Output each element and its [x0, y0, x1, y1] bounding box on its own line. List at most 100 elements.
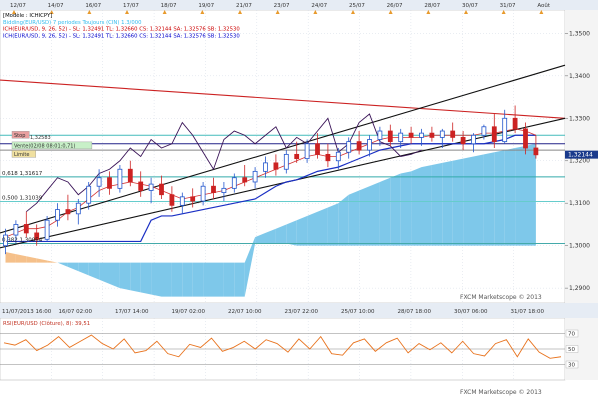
bearish-candle	[34, 232, 40, 240]
top-date-label: 14/07	[48, 3, 64, 9]
kumo-cloud-segment	[317, 207, 328, 246]
kumo-cloud-segment	[431, 162, 443, 246]
trend-line	[0, 79, 566, 119]
rsi-tick-box	[565, 345, 579, 353]
rsi-line	[3, 334, 562, 359]
top-date-label: 16/07	[85, 3, 101, 9]
bottom-date-label: 17/07 14:00	[115, 309, 149, 315]
kumo-cloud-segment	[348, 190, 360, 246]
bearish-candle	[315, 143, 320, 155]
bottom-date-label: 30/07 06:00	[454, 309, 488, 315]
event-marker-icon	[501, 10, 506, 14]
top-date-label: 21/07	[236, 3, 252, 9]
bullish-candle	[471, 134, 476, 145]
rsi-tick-box	[565, 329, 579, 338]
main-plot-area	[0, 9, 566, 304]
bullish-candle	[304, 143, 310, 160]
rsi-tick-box	[565, 360, 579, 369]
event-marker-icon	[12, 10, 16, 14]
rsi-legend-label: RSI(EUR/USD (Clôture), 8): 39,51	[3, 320, 90, 327]
kumo-cloud-segment	[88, 262, 100, 280]
top-date-label: 30/07	[462, 3, 478, 9]
bullish-candle	[13, 224, 19, 236]
kumo-cloud-segment	[255, 232, 266, 244]
bullish-candle	[398, 132, 404, 143]
bottom-date-label: 11/07/2013 16:00	[2, 309, 52, 315]
kumo-cloud-segment	[390, 173, 401, 246]
bottom-date-label: 25/07 10:00	[341, 309, 375, 315]
chikou-span-line	[26, 113, 422, 213]
top-date-label: 17/07	[123, 3, 139, 9]
bullish-candle	[419, 132, 424, 138]
bullish-candle	[346, 141, 352, 153]
event-marker-icon	[49, 10, 54, 14]
bullish-candle	[367, 139, 372, 151]
kumo-cloud-segment	[504, 148, 516, 246]
kumo-cloud-segment	[483, 152, 495, 246]
kumo-cloud-segment	[379, 177, 391, 246]
bullish-candle	[252, 170, 258, 183]
bearish-candle	[169, 194, 175, 206]
y-tick-label: 1,3000	[569, 243, 590, 250]
order-tag-box	[11, 131, 30, 139]
kumo-cloud-segment	[369, 181, 380, 246]
kumo-cloud-segment	[109, 262, 120, 289]
watermark-label: FXCM Marketscope © 2013	[460, 294, 542, 301]
kumo-cloud-segment	[213, 262, 224, 297]
trend-line	[0, 64, 566, 234]
bearish-candle	[107, 177, 112, 189]
bullish-candle	[3, 234, 8, 247]
bottom-date-label: 23/07 22:00	[285, 309, 319, 315]
kumo-cloud-segment	[275, 224, 287, 244]
bearish-candle	[127, 168, 133, 183]
kumo-cloud-segment	[223, 262, 235, 297]
bullish-candle	[96, 177, 102, 187]
bullish-candle	[75, 202, 81, 215]
y-tick-label: 1,3500	[569, 30, 590, 37]
kumo-cloud-segment	[151, 262, 162, 297]
y-tick-label: 1,2900	[569, 285, 590, 292]
event-marker-icon	[238, 10, 242, 14]
bullish-candle	[263, 162, 268, 172]
current-price-badge	[565, 150, 598, 159]
order-tag-box	[11, 150, 36, 158]
legend-entry: Bidding(EUR/USD) 7 periodes Toujours (CI…	[3, 20, 142, 26]
kumo-cloud-segment	[265, 228, 276, 244]
y-tick-label: 1,3400	[569, 73, 590, 80]
bearish-candle	[23, 224, 29, 234]
fibonacci-level-label: 0,500 1,31039	[2, 196, 43, 202]
top-date-label: 24/07	[311, 3, 327, 9]
fibonacci-level-label: 0,618 1,31617	[2, 171, 43, 177]
bottom-date-bar	[0, 303, 598, 318]
bullish-candle	[44, 219, 50, 240]
top-date-label: 25/07	[349, 3, 365, 9]
top-date-label: 26/07	[387, 3, 403, 9]
bearish-candle	[159, 183, 164, 196]
rsi-tick-label: 30	[568, 363, 575, 369]
bullish-candle	[221, 187, 227, 193]
top-date-label: 18/07	[161, 3, 177, 9]
bullish-candle	[55, 209, 60, 221]
kumo-cloud-segment	[203, 262, 214, 297]
bearish-candle	[294, 153, 300, 160]
watermark-label: FXCM Marketscope © 2013	[460, 389, 542, 396]
bottom-date-label: 16/07 02:00	[59, 309, 93, 315]
event-marker-icon	[464, 10, 468, 14]
bearish-candle	[408, 132, 414, 138]
event-marker-icon	[539, 10, 544, 14]
kumo-cloud-segment	[244, 237, 256, 297]
kumo-cloud-segment	[359, 186, 370, 246]
bullish-candle	[117, 168, 123, 189]
top-date-label: 12/07	[10, 3, 26, 9]
event-marker-icon	[426, 10, 431, 14]
event-marker-icon	[351, 10, 355, 14]
order-tag-label: 1,32583	[30, 135, 51, 141]
bearish-candle	[460, 136, 466, 145]
rsi-tick-label: 50	[568, 347, 575, 353]
rsi-tick-label: 70	[568, 332, 575, 338]
bearish-candle	[491, 126, 497, 143]
top-date-label: 28/07	[424, 3, 440, 9]
bullish-candle	[377, 130, 383, 140]
kijun-sen-line	[5, 134, 536, 243]
bullish-candle	[86, 185, 92, 204]
